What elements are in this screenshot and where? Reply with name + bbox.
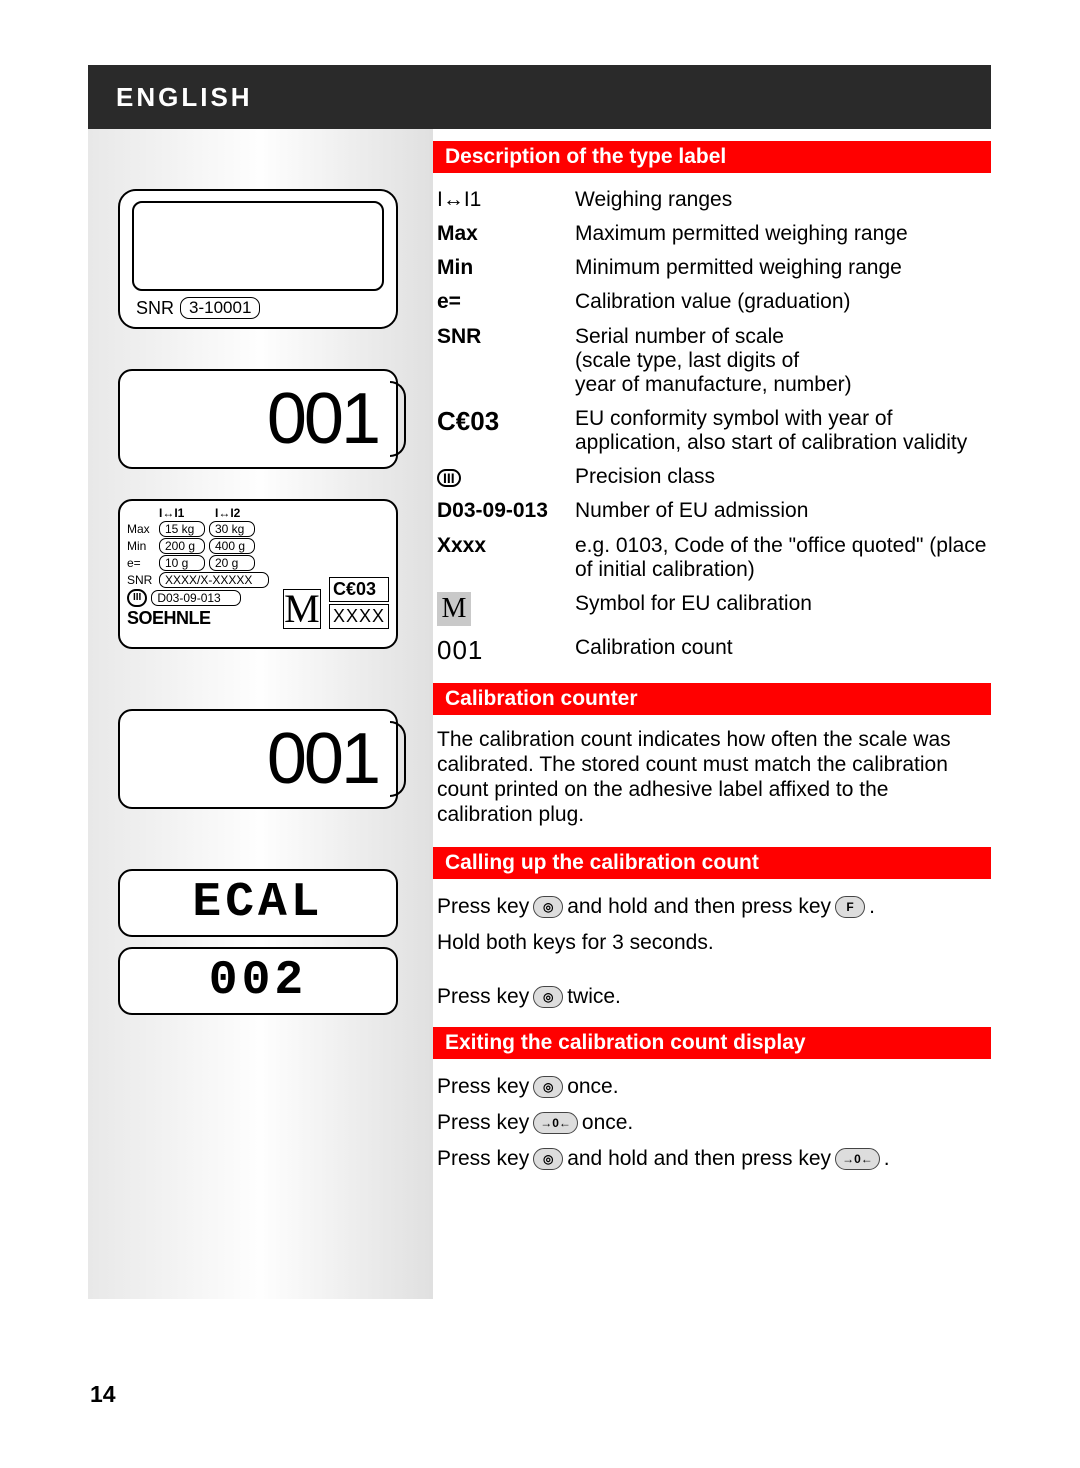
desc-ranges: Weighing ranges [571,183,991,217]
sym-precision-icon: III [437,469,461,487]
sym-ce-icon: C€03 [437,406,499,436]
snr-panel: SNR 3-10001 [118,189,398,329]
section-title-exiting: Exiting the calibration count display [433,1027,991,1059]
page-number: 14 [90,1381,116,1408]
key-o-icon: ◎ [533,986,563,1008]
text: once. [567,1075,618,1099]
tl-e-v1: 10 g [159,555,205,571]
text: Press key [437,895,529,919]
key-o-icon: ◎ [533,1148,563,1170]
desc-m: Symbol for EU calibration [571,587,991,631]
text: Press key [437,985,529,1009]
sym-xxxx: Xxxx [433,529,571,587]
lcd-arc [390,721,406,797]
exiting-line-3: Press key ◎ and hold and then press key … [433,1141,991,1177]
desc-001: Calibration count [571,631,991,671]
lcd-arc [390,381,406,457]
desc-dnum: Number of EU admission [571,494,991,528]
tl-snr-label: SNR [127,573,155,587]
range-col-1: I↔I1 [159,506,211,520]
calling-line-1: Press key ◎ and hold and then press key … [433,889,991,925]
text: Press key [437,1075,529,1099]
text: once. [582,1111,633,1135]
text: twice. [567,985,621,1009]
snr-label: SNR [136,298,174,319]
exiting-line-2: Press key →0← once. [433,1105,991,1141]
right-column: Description of the type label I↔I1 Weigh… [433,129,991,1177]
text: Press key [437,1147,529,1171]
snr-label-row: SNR 3-10001 [136,297,260,319]
tl-ce-mark: C€03 [329,577,389,602]
section-title-calling: Calling up the calibration count [433,847,991,879]
calling-line-2: Hold both keys for 3 seconds. [433,925,991,961]
header-language: ENGLISH [116,82,253,112]
key-f-icon: F [835,896,865,918]
tl-xxxx: XXXX [329,604,389,629]
text: . [869,895,875,919]
desc-ce: EU conformity symbol with year of applic… [571,402,991,460]
lcd-text: 001 [267,378,378,460]
desc-precision: Precision class [571,460,991,494]
tl-precision-icon: III [127,589,147,607]
tl-max-v2: 30 kg [209,521,255,537]
sym-m-box-icon: M [437,592,471,626]
header-bar: ENGLISH [88,65,991,129]
lcd-text: 001 [267,718,378,800]
desc-e: Calibration value (graduation) [571,285,991,319]
lcd-display-001-a: 001 [118,369,398,469]
text: and hold and then press key [567,1147,831,1171]
key-zero-icon: →0← [835,1148,880,1170]
sym-max: Max [433,217,571,251]
tl-min-v1: 200 g [159,538,205,554]
text: Press key [437,1111,529,1135]
sym-min: Min [433,251,571,285]
lcd-display-001-b: 001 [118,709,398,809]
desc-xxxx: e.g. 0103, Code of the "office quoted" (… [571,529,991,587]
tl-d-number: D03-09-013 [151,590,241,606]
tl-min-v2: 400 g [209,538,255,554]
snr-value: 3-10001 [180,297,260,319]
sym-snr: SNR [433,320,571,402]
brand-soehnle: SOEHNLE [127,608,275,629]
desc-max: Maximum permitted weighing range [571,217,991,251]
key-zero-icon: →0← [533,1112,578,1134]
section-title-description: Description of the type label [433,141,991,173]
tl-e-label: e= [127,556,155,570]
sym-dnum: D03-09-013 [433,494,571,528]
exiting-line-1: Press key ◎ once. [433,1069,991,1105]
sym-ranges: I↔I1 [433,183,571,217]
lcd-display-002: 002 [118,947,398,1015]
lcd-display-ecal: ECAL [118,869,398,937]
counter-paragraph: The calibration count indicates how ofte… [433,725,991,836]
sym-001: 001 [437,635,483,665]
tl-m-box: M [283,589,321,629]
range-col-2: I↔I2 [215,506,267,520]
description-table: I↔I1 Weighing ranges Max Maximum permitt… [433,183,991,671]
tl-max-v1: 15 kg [159,521,205,537]
tl-max-label: Max [127,522,155,536]
key-o-icon: ◎ [533,896,563,918]
key-o-icon: ◎ [533,1076,563,1098]
tl-e-v2: 20 g [209,555,255,571]
calling-line-3: Press key ◎ twice. [433,979,991,1015]
section-title-counter: Calibration counter [433,683,991,715]
text: and hold and then press key [567,895,831,919]
type-label-plate: I↔I1 I↔I2 Max 15 kg 30 kg Min 200 g 400 … [118,499,398,649]
tl-snr-value: XXXX/X-XXXXX [159,572,269,588]
desc-min: Minimum permitted weighing range [571,251,991,285]
lcd-text: 002 [209,954,307,1008]
text: . [884,1147,890,1171]
desc-snr: Serial number of scale (scale type, last… [571,320,991,402]
lcd-text: ECAL [192,876,323,930]
tl-min-label: Min [127,539,155,553]
left-column: SNR 3-10001 001 I↔I1 I↔I2 Max 15 kg 30 k… [88,129,433,1299]
snr-panel-window [132,201,384,291]
sym-e: e= [433,285,571,319]
